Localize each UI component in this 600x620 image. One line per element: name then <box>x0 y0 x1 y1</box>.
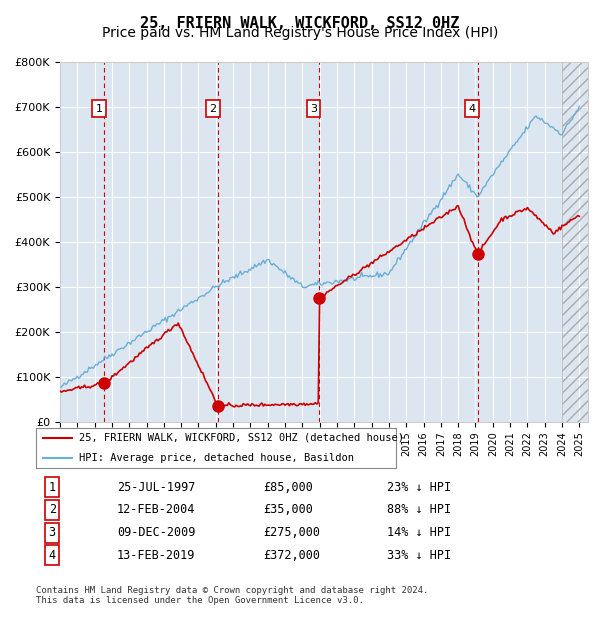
Text: 33% ↓ HPI: 33% ↓ HPI <box>387 549 451 562</box>
Text: 88% ↓ HPI: 88% ↓ HPI <box>387 503 451 516</box>
Text: 14% ↓ HPI: 14% ↓ HPI <box>387 526 451 539</box>
Text: 25-JUL-1997: 25-JUL-1997 <box>117 480 196 494</box>
Text: 2: 2 <box>49 503 56 516</box>
Text: 25, FRIERN WALK, WICKFORD, SS12 0HZ: 25, FRIERN WALK, WICKFORD, SS12 0HZ <box>140 16 460 30</box>
Text: £372,000: £372,000 <box>263 549 320 562</box>
Text: 1: 1 <box>49 480 56 494</box>
Text: £35,000: £35,000 <box>263 503 313 516</box>
Text: 1: 1 <box>95 104 103 113</box>
Text: 13-FEB-2019: 13-FEB-2019 <box>117 549 196 562</box>
Text: 2: 2 <box>209 104 216 113</box>
Text: 25, FRIERN WALK, WICKFORD, SS12 0HZ (detached house): 25, FRIERN WALK, WICKFORD, SS12 0HZ (det… <box>79 433 404 443</box>
Text: 09-DEC-2009: 09-DEC-2009 <box>117 526 196 539</box>
Text: 3: 3 <box>310 104 317 113</box>
Bar <box>562 62 588 422</box>
Text: 12-FEB-2004: 12-FEB-2004 <box>117 503 196 516</box>
Text: 4: 4 <box>469 104 476 113</box>
Text: £85,000: £85,000 <box>263 480 313 494</box>
Text: 23% ↓ HPI: 23% ↓ HPI <box>387 480 451 494</box>
Text: 4: 4 <box>49 549 56 562</box>
Text: Contains HM Land Registry data © Crown copyright and database right 2024.
This d: Contains HM Land Registry data © Crown c… <box>36 586 428 605</box>
Text: 3: 3 <box>49 526 56 539</box>
Text: Price paid vs. HM Land Registry's House Price Index (HPI): Price paid vs. HM Land Registry's House … <box>102 26 498 40</box>
Text: £275,000: £275,000 <box>263 526 320 539</box>
Text: HPI: Average price, detached house, Basildon: HPI: Average price, detached house, Basi… <box>79 453 354 463</box>
